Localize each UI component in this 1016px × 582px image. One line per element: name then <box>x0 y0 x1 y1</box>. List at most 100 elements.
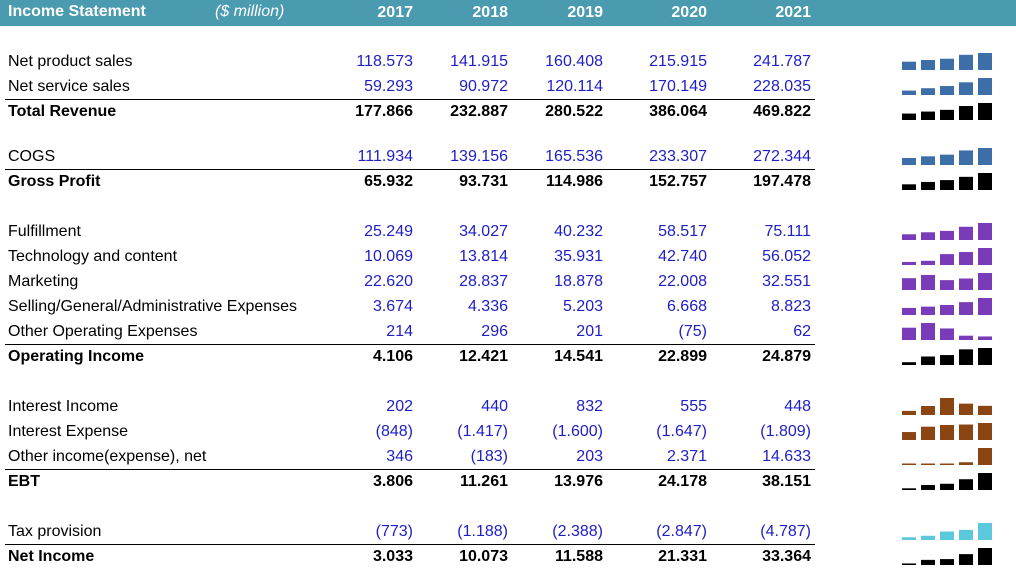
value-cell: 386.064 <box>649 103 707 120</box>
value-cell: 33.364 <box>762 548 811 565</box>
sparkline-bar <box>921 406 935 415</box>
total-row: Net Income 3.033 10.073 11.588 21.331 33.364 <box>0 544 1016 570</box>
row-label: Other Operating Expenses <box>8 323 198 340</box>
value-cell: 3.674 <box>372 298 413 315</box>
table-row: Selling/General/Administrative Expenses 3… <box>0 295 1016 320</box>
value-cell: 25.249 <box>364 223 413 240</box>
row-label: Interest Expense <box>8 423 129 440</box>
table-row: Interest Expense (848) (1.417) (1.600) (1.64… <box>0 420 1016 445</box>
value-cell: 215.915 <box>649 53 707 70</box>
sparkline-bar <box>959 82 973 95</box>
sparkline-bar <box>959 302 973 315</box>
sparkline-bar <box>959 529 973 540</box>
sparkline-bar <box>902 463 916 465</box>
table-row: Marketing 22.620 28.837 18.878 22.008 32.551 <box>0 270 1016 295</box>
sparkline-bar <box>902 327 916 340</box>
sparkline-bar <box>921 111 935 120</box>
sparkline-bar <box>940 58 954 70</box>
value-cell: 170.149 <box>649 78 707 95</box>
sparkline <box>902 53 992 70</box>
value-cell: 201 <box>576 323 603 340</box>
sparkline-bar <box>921 356 935 365</box>
value-cell: 165.536 <box>545 148 603 165</box>
sparkline-bar <box>921 484 935 490</box>
value-cell: 65.932 <box>364 173 413 190</box>
value-cell: 13.814 <box>459 248 508 265</box>
sparkline-bar <box>959 554 973 565</box>
row-label: Selling/General/Administrative Expenses <box>8 298 298 315</box>
value-cell: 59.293 <box>364 78 413 95</box>
sparkline-bar <box>921 260 935 265</box>
table-row: Other Operating Expenses 214 296 201 (75) 62 <box>0 320 1016 345</box>
sparkline-bar <box>921 88 935 95</box>
value-cell: (848) <box>375 423 413 440</box>
sparkline-bar <box>978 273 992 290</box>
sparkline-bar <box>921 60 935 70</box>
value-cell: (1.809) <box>760 423 811 440</box>
value-cell: 38.151 <box>762 473 811 490</box>
sparkline-bar <box>978 423 992 440</box>
sparkline-bar <box>940 86 954 95</box>
value-cell: 832 <box>576 398 603 415</box>
value-cell: 114.986 <box>546 173 603 190</box>
table-row: Other income(expense), net 346 (183) 203 2.3… <box>0 445 1016 470</box>
value-cell: 4.106 <box>372 348 413 365</box>
table-row: Net product sales 118.573 141.915 160.408 21… <box>0 50 1016 75</box>
row-label: Tax provision <box>8 523 102 540</box>
sparkline-bar <box>940 304 954 315</box>
sparkline-bar <box>940 180 954 190</box>
value-cell: 203 <box>576 448 603 465</box>
value-cell: 35.931 <box>554 248 603 265</box>
value-cell: 22.899 <box>658 348 707 365</box>
value-cell: 28.837 <box>459 273 508 290</box>
sparkline-bar <box>902 307 916 315</box>
sparkline-bar <box>959 54 973 70</box>
value-cell: 8.823 <box>770 298 811 315</box>
row-label: Fulfillment <box>8 223 81 240</box>
sparkline <box>902 223 992 240</box>
value-cell: (4.787) <box>760 523 811 540</box>
value-cell: (1.188) <box>457 523 508 540</box>
sparkline-bar <box>921 274 935 290</box>
sparkline-bar <box>940 463 954 465</box>
sparkline-bar <box>902 432 916 440</box>
sparkline-bar <box>940 483 954 490</box>
sparkline-bar <box>902 278 916 290</box>
value-cell: 280.522 <box>545 103 603 120</box>
year-header: 2019 <box>567 4 603 21</box>
value-cell: 118.573 <box>356 53 413 70</box>
sparkline-bar <box>959 278 973 290</box>
sparkline <box>902 78 992 95</box>
sparkline-bar <box>959 106 973 120</box>
sparkline-bar <box>902 261 916 265</box>
sparkline-bar <box>902 362 916 365</box>
table-row: Net service sales 59.293 90.972 120.114 170.… <box>0 75 1016 100</box>
value-cell: (773) <box>375 523 413 540</box>
table-row: COGS 111.934 139.156 165.536 233.307 272.344 <box>0 145 1016 170</box>
value-cell: 24.178 <box>658 473 707 490</box>
row-label: Technology and content <box>8 248 178 265</box>
sparkline-bar <box>978 103 992 120</box>
sparkline-bar <box>978 348 992 365</box>
sparkline-bar <box>959 226 973 240</box>
value-cell: (183) <box>470 448 508 465</box>
statement-title: Income Statement <box>8 3 146 20</box>
sparkline <box>902 348 992 365</box>
value-cell: 6.668 <box>666 298 707 315</box>
row-label: Marketing <box>8 273 79 290</box>
sparkline-bar <box>978 298 992 315</box>
row-label: Net service sales <box>8 78 130 95</box>
sparkline <box>902 548 992 565</box>
sparkline-bar <box>978 53 992 70</box>
row-label: Operating Income <box>8 348 145 365</box>
sparkline-bar <box>940 254 954 265</box>
value-cell: (1.600) <box>552 423 603 440</box>
sparkline <box>902 298 992 315</box>
year-header: 2020 <box>671 4 707 21</box>
row-label: Total Revenue <box>8 103 117 120</box>
value-cell: 296 <box>481 323 508 340</box>
value-cell: 5.203 <box>562 298 603 315</box>
value-cell: 21.331 <box>658 548 707 565</box>
sparkline <box>902 398 992 415</box>
value-cell: 75.111 <box>764 223 811 240</box>
